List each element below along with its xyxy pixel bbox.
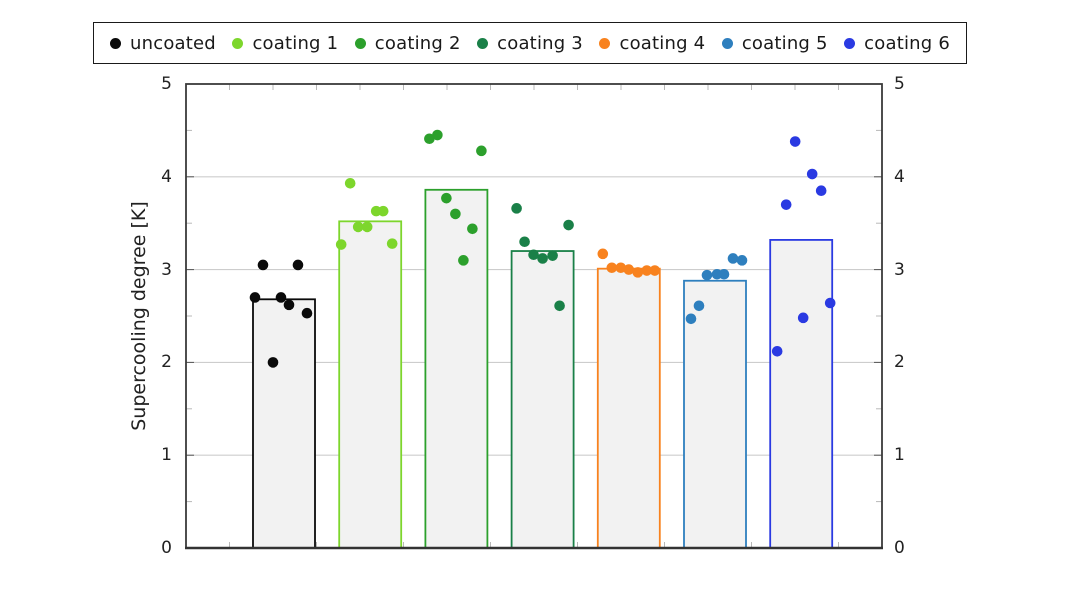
scatter-point-coating-2 bbox=[467, 223, 478, 235]
scatter-point-coating-3 bbox=[563, 219, 574, 231]
bar-uncoated bbox=[252, 298, 316, 549]
bar-coating-2 bbox=[424, 188, 489, 549]
legend-label: coating 2 bbox=[374, 32, 461, 54]
y-tick-label-left-4: 4 bbox=[161, 166, 172, 187]
legend-dot-icon bbox=[232, 37, 244, 49]
scatter-point-coating-4 bbox=[623, 264, 635, 275]
legend-item-coating-2: coating 2 bbox=[354, 32, 461, 54]
scatter-point-coating-3 bbox=[537, 253, 548, 264]
legend-label: coating 5 bbox=[741, 32, 828, 54]
scatter-point-coating-1 bbox=[361, 221, 373, 233]
scatter-point-coating-1 bbox=[386, 238, 398, 249]
y-tick-label-right-2: 2 bbox=[894, 352, 905, 373]
y-tick-label-right-4: 4 bbox=[894, 166, 905, 187]
legend-dot-icon bbox=[721, 37, 733, 49]
legend-item-coating-6: coating 6 bbox=[844, 33, 950, 54]
legend-label: coating 1 bbox=[252, 32, 339, 54]
scatter-point-coating-6 bbox=[806, 168, 818, 180]
legend: uncoated coating 1 coating 2 coating 3 coati… bbox=[93, 22, 967, 64]
scatter-point-coating-3 bbox=[547, 250, 558, 261]
scatter-point-coating-6 bbox=[797, 312, 809, 324]
scatter-point-coating-4 bbox=[641, 265, 653, 276]
scatter-point-coating-2 bbox=[441, 192, 452, 204]
scatter-point-coating-4 bbox=[632, 267, 644, 278]
legend-dot-icon bbox=[599, 37, 611, 49]
scatter-point-coating-6 bbox=[815, 185, 827, 197]
legend-dot-icon bbox=[110, 37, 121, 49]
legend-item-coating-1: coating 1 bbox=[232, 33, 338, 54]
y-tick-label-left-2: 2 bbox=[161, 352, 172, 373]
scatter-point-coating-2 bbox=[476, 145, 487, 157]
scatter-point-coating-1 bbox=[352, 221, 364, 233]
legend-item-coating-4: coating 4 bbox=[599, 33, 705, 54]
legend-label: uncoated bbox=[130, 32, 216, 54]
scatter-point-uncoated bbox=[257, 259, 269, 271]
scatter-point-coating-2 bbox=[458, 255, 469, 266]
scatter-point-uncoated bbox=[301, 307, 313, 319]
scatter-point-uncoated bbox=[292, 259, 304, 271]
scatter-point-uncoated bbox=[267, 357, 279, 368]
y-tick-label-right-0: 0 bbox=[894, 538, 905, 558]
y-tick-label-right-1: 1 bbox=[894, 445, 905, 466]
scatter-point-coating-3 bbox=[528, 249, 539, 261]
scatter-point-coating-4 bbox=[597, 248, 609, 260]
scatter-point-coating-2 bbox=[450, 208, 461, 220]
y-tick-label-right-3: 3 bbox=[894, 259, 905, 280]
legend-item-uncoated: uncoated bbox=[110, 33, 216, 54]
scatter-point-coating-2 bbox=[424, 133, 435, 145]
scatter-point-coating-6 bbox=[824, 297, 836, 309]
legend-dot-icon bbox=[844, 37, 856, 49]
scatter-point-coating-1 bbox=[344, 177, 356, 189]
legend-dot-icon bbox=[354, 37, 366, 49]
y-tick-label-left-3: 3 bbox=[161, 259, 172, 280]
legend-label: coating 3 bbox=[497, 32, 583, 54]
scatter-point-uncoated bbox=[283, 299, 295, 311]
bar-coating-5 bbox=[683, 279, 747, 549]
legend-dot-icon bbox=[477, 37, 489, 49]
scatter-point-coating-3 bbox=[554, 300, 565, 312]
y-tick-label-left-1: 1 bbox=[161, 445, 172, 466]
scatter-point-coating-2 bbox=[432, 129, 443, 141]
scatter-point-coating-5 bbox=[701, 269, 713, 281]
legend-item-coating-3: coating 3 bbox=[477, 33, 583, 54]
scatter-point-coating-4 bbox=[649, 265, 661, 276]
bar-coating-1 bbox=[338, 220, 403, 549]
scatter-point-coating-5 bbox=[727, 253, 739, 264]
scatter-point-coating-5 bbox=[736, 255, 748, 266]
scatter-point-coating-1 bbox=[335, 239, 347, 250]
scatter-point-coating-5 bbox=[693, 300, 705, 312]
scatter-point-coating-6 bbox=[789, 136, 801, 147]
bar-coating-4 bbox=[596, 267, 661, 549]
scatter-point-coating-4 bbox=[606, 262, 618, 274]
scatter-point-coating-1 bbox=[377, 205, 389, 217]
scatter-point-uncoated bbox=[275, 292, 287, 303]
bar-coating-3 bbox=[510, 250, 575, 549]
y-tick-label-left-5: 5 bbox=[161, 74, 172, 94]
scatter-point-coating-6 bbox=[780, 199, 792, 210]
y-tick-label-left-0: 0 bbox=[161, 538, 172, 558]
legend-label: coating 4 bbox=[619, 32, 706, 54]
scatter-point-coating-3 bbox=[511, 203, 522, 214]
scatter-point-uncoated bbox=[249, 292, 261, 303]
scatter-point-coating-5 bbox=[685, 313, 697, 325]
scatter-point-coating-3 bbox=[519, 236, 530, 248]
scatter-point-coating-4 bbox=[615, 262, 627, 274]
scatter-point-coating-6 bbox=[771, 345, 783, 357]
y-tick-label-right-5: 5 bbox=[894, 74, 905, 94]
legend-label: coating 6 bbox=[864, 32, 950, 54]
bar-coating-6 bbox=[769, 239, 834, 549]
legend-item-coating-5: coating 5 bbox=[721, 32, 828, 54]
scatter-point-coating-5 bbox=[718, 268, 730, 280]
